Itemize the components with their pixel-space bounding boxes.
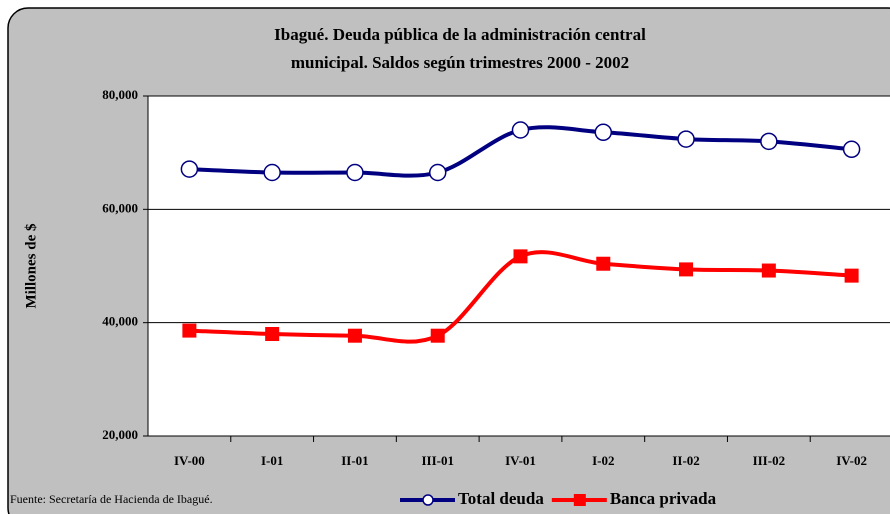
x-tick-label: IV-00 (174, 453, 205, 468)
marker (760, 132, 778, 151)
marker (180, 160, 199, 178)
marker (346, 163, 364, 182)
marker (596, 256, 611, 271)
marker (844, 268, 859, 283)
x-tick-label: II-01 (341, 453, 368, 468)
y-tick-label: 20,000 (102, 427, 138, 442)
legend-label: Banca privada (610, 489, 717, 508)
chart-subtitle: municipal. Saldos según trimestres 2000 … (291, 53, 629, 72)
x-tick-label: I-01 (261, 453, 283, 468)
chart-title: Ibagué. Deuda pública de la administraci… (274, 25, 646, 44)
legend-label: Total deuda (458, 489, 544, 508)
marker (761, 263, 776, 278)
marker (677, 130, 695, 148)
marker (513, 249, 528, 264)
marker (679, 262, 694, 277)
x-tick-label: II-02 (672, 453, 699, 468)
y-tick-label: 40,000 (102, 314, 138, 329)
source-note: Fuente: Secretaría de Hacienda de Ibagué… (10, 492, 213, 506)
marker (265, 327, 280, 341)
marker (182, 323, 197, 338)
marker (511, 121, 530, 139)
x-tick-label: III-02 (753, 453, 786, 468)
marker (430, 328, 445, 343)
marker (428, 163, 447, 182)
y-tick-label: 80,000 (102, 87, 138, 102)
legend-marker (573, 494, 586, 506)
marker (594, 123, 613, 142)
x-tick-label: IV-02 (836, 453, 867, 468)
plot-area (148, 96, 890, 436)
y-axis-label: Millones de $ (23, 223, 39, 308)
x-tick-label: IV-01 (505, 453, 536, 468)
y-tick-label: 60,000 (102, 200, 138, 215)
marker (842, 140, 861, 159)
marker (263, 163, 281, 182)
x-tick-label: III-01 (421, 453, 454, 468)
x-tick-label: I-02 (592, 453, 614, 468)
legend-marker (422, 494, 434, 506)
marker (347, 328, 362, 343)
